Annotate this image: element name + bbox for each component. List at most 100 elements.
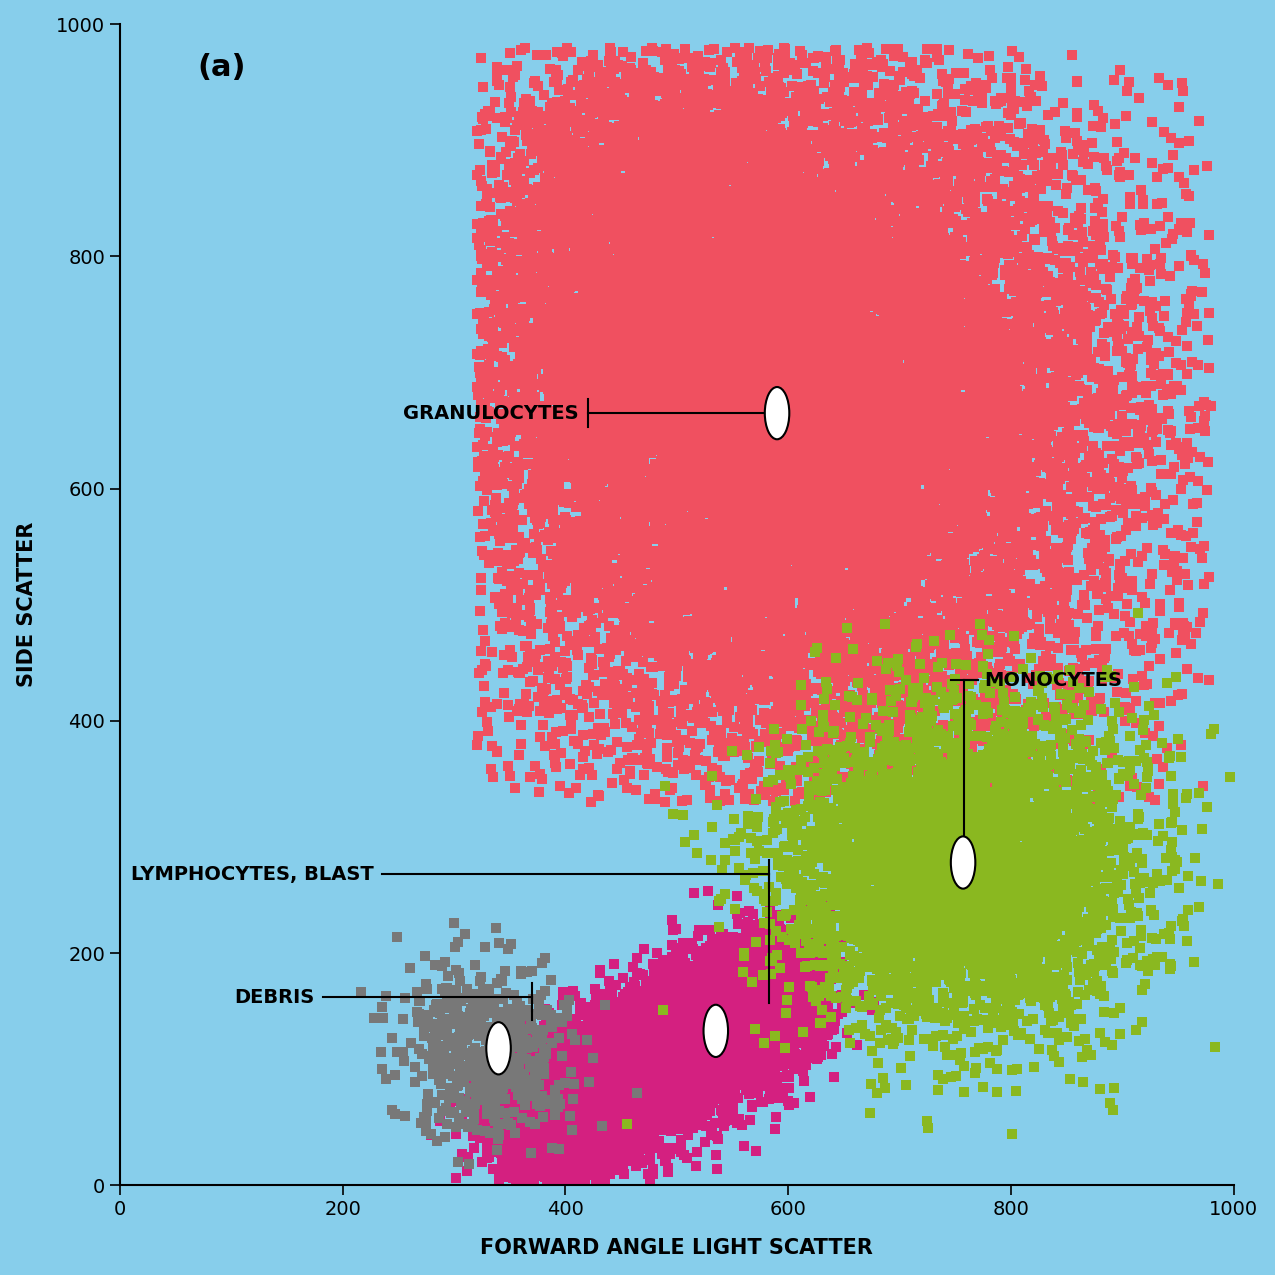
Point bbox=[743, 1077, 764, 1098]
Point bbox=[1090, 254, 1111, 274]
Point bbox=[683, 218, 704, 238]
Point bbox=[572, 184, 593, 204]
Point bbox=[792, 917, 812, 937]
Point bbox=[903, 80, 923, 101]
Point bbox=[672, 324, 692, 344]
Point bbox=[1076, 887, 1096, 908]
Point bbox=[534, 1116, 555, 1136]
Point bbox=[604, 1091, 625, 1112]
Point bbox=[606, 1072, 626, 1093]
Point bbox=[740, 435, 760, 455]
Point bbox=[567, 413, 588, 434]
Point bbox=[609, 255, 630, 275]
Point bbox=[715, 996, 736, 1016]
Point bbox=[859, 553, 880, 574]
Point bbox=[771, 277, 792, 297]
Point bbox=[771, 324, 792, 344]
Point bbox=[1020, 878, 1040, 899]
Point bbox=[603, 368, 623, 389]
Point bbox=[560, 1148, 580, 1168]
Point bbox=[599, 467, 620, 487]
Point bbox=[912, 903, 932, 923]
Point bbox=[946, 195, 966, 215]
Point bbox=[682, 246, 703, 266]
Point bbox=[988, 342, 1009, 362]
Point bbox=[914, 306, 935, 326]
Point bbox=[799, 631, 820, 652]
Point bbox=[745, 1034, 765, 1054]
Point bbox=[668, 1001, 688, 1021]
Point bbox=[570, 1113, 590, 1133]
Point bbox=[685, 1025, 705, 1046]
Point bbox=[688, 1031, 709, 1052]
Point bbox=[603, 205, 623, 226]
Point bbox=[813, 218, 834, 238]
Point bbox=[771, 488, 792, 509]
Point bbox=[584, 1051, 604, 1071]
Point bbox=[586, 1080, 607, 1100]
Point bbox=[666, 193, 686, 213]
Point bbox=[913, 816, 933, 836]
Point bbox=[887, 757, 908, 778]
Point bbox=[680, 412, 700, 432]
Point bbox=[789, 968, 810, 988]
Point bbox=[603, 1044, 623, 1065]
Point bbox=[774, 700, 794, 720]
Point bbox=[768, 856, 788, 876]
Point bbox=[603, 138, 623, 158]
Point bbox=[706, 1009, 727, 1029]
Point bbox=[581, 1068, 602, 1089]
Point bbox=[706, 1001, 727, 1021]
Point bbox=[901, 411, 922, 431]
Point bbox=[743, 1017, 764, 1038]
Point bbox=[754, 673, 774, 694]
Point bbox=[944, 852, 964, 872]
Point bbox=[955, 859, 975, 880]
Point bbox=[807, 607, 827, 627]
Point bbox=[1052, 360, 1072, 380]
Point bbox=[858, 858, 878, 878]
Point bbox=[936, 302, 956, 323]
Point bbox=[880, 251, 900, 272]
Point bbox=[912, 695, 932, 715]
Point bbox=[703, 462, 723, 482]
Point bbox=[644, 1030, 664, 1051]
Point bbox=[901, 370, 922, 390]
Point bbox=[718, 1001, 738, 1021]
Point bbox=[523, 1084, 543, 1104]
Point bbox=[821, 209, 842, 230]
Point bbox=[890, 441, 910, 462]
Point bbox=[604, 1131, 625, 1151]
Point bbox=[1108, 166, 1128, 186]
Point bbox=[789, 273, 810, 293]
Point bbox=[623, 430, 644, 450]
Point bbox=[877, 586, 898, 607]
Point bbox=[808, 662, 829, 682]
Point bbox=[803, 797, 824, 817]
Point bbox=[887, 553, 908, 574]
Point bbox=[754, 973, 774, 993]
Point bbox=[743, 991, 764, 1011]
Point bbox=[780, 404, 801, 425]
Point bbox=[824, 428, 844, 449]
Point bbox=[631, 1111, 652, 1131]
Point bbox=[548, 1117, 569, 1137]
Point bbox=[1017, 581, 1038, 602]
Point bbox=[551, 288, 571, 309]
Point bbox=[960, 455, 980, 476]
Point bbox=[740, 980, 760, 1001]
Point bbox=[895, 269, 915, 289]
Point bbox=[896, 768, 917, 788]
Point bbox=[898, 705, 918, 725]
Point bbox=[1031, 204, 1052, 224]
Point bbox=[537, 1128, 557, 1149]
Point bbox=[550, 1117, 570, 1137]
Point bbox=[969, 306, 989, 326]
Point bbox=[1033, 907, 1053, 927]
Point bbox=[1076, 409, 1096, 430]
Point bbox=[625, 310, 645, 330]
Point bbox=[719, 277, 739, 297]
Point bbox=[520, 417, 541, 437]
Point bbox=[817, 59, 838, 79]
Point bbox=[1000, 787, 1020, 807]
